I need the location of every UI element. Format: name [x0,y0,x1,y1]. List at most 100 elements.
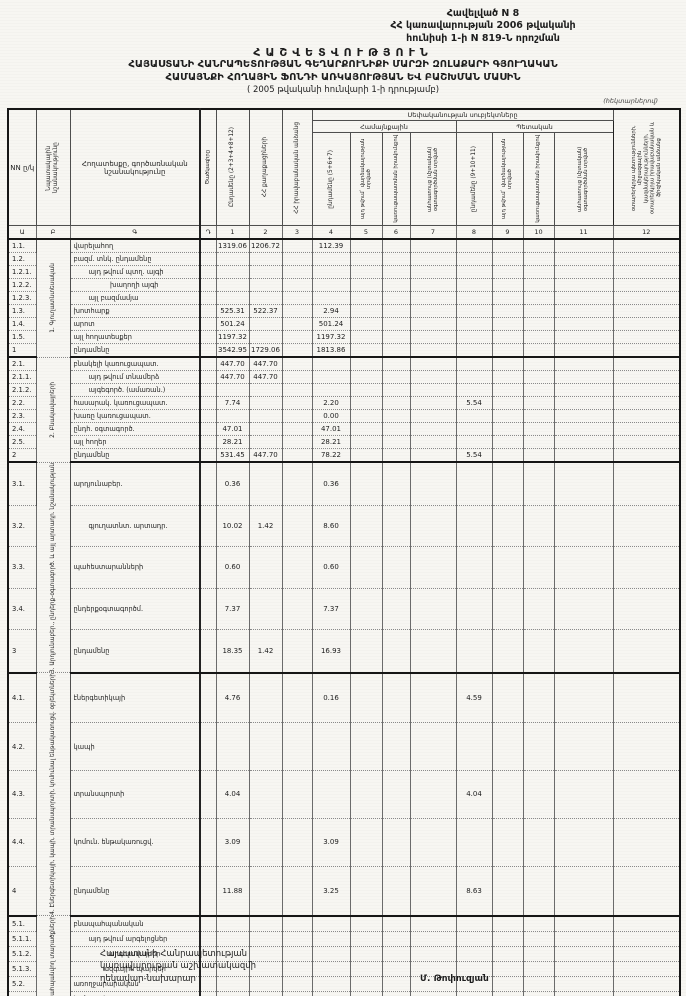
value-cell [311,990,351,996]
table-row: 5.1. 5. Հատուկ պահպանվող տարածքների բնապահ… [7,915,681,996]
code-cell [199,291,217,305]
row-number: 1.5. [7,330,37,344]
value-cell [491,629,524,674]
col-header-comm-leased: այդ թվում` վարձակալության տրված [349,132,383,226]
value-cell [491,990,524,996]
column-number: 3 [281,225,313,240]
value-cell [409,865,457,917]
land-type-label: այգեգործ. (ամառան.) [69,383,201,397]
value-cell: 16.93 [311,629,351,674]
land-type-label: այլ հողատեսքեր [69,330,201,344]
value-cell [381,817,411,867]
value-cell [409,769,457,819]
value-cell [455,915,493,932]
value-cell [553,587,614,631]
value-cell: 501.24 [215,317,250,331]
value-cell [311,265,351,279]
code-cell [199,990,217,996]
value-cell [281,396,313,410]
value-cell [553,330,614,344]
value-cell [248,930,283,947]
footer-line1: Հայաստանի Հանրապետության [100,949,248,959]
value-cell [522,278,555,292]
table-row: 1 ընդամենը 3542.95 1729.06 1813.86 [7,343,681,358]
column-number: 9 [491,225,524,240]
value-cell [522,990,555,996]
row-number: 2.3. [7,409,37,423]
table-row: 3 ընդամենը 18.35 1.42 16.93 [7,629,681,674]
value-cell [281,370,313,384]
value-cell [349,422,383,436]
value-cell [491,448,524,463]
value-cell [522,291,555,305]
value-cell [281,238,313,253]
value-cell [349,722,383,771]
value-cell [491,396,524,410]
value-cell [281,672,313,724]
value-cell [522,975,555,992]
value-cell [248,383,283,397]
land-type-label: խառը կառուցապատ. [69,409,201,423]
column-number: 4 [311,225,351,240]
value-cell [215,990,250,996]
value-cell: 3.09 [215,817,250,867]
value-cell [522,945,555,962]
table-row: 2.1. 2. Բնակավայրերի բնակելի կառուցապատ. 44… [7,356,681,463]
value-cell [281,317,313,331]
value-cell [248,672,283,724]
value-cell [455,252,493,266]
value-cell [349,990,383,996]
header-row-2: Համայնքային Պետական [8,120,680,133]
row-number: 3.4. [7,587,37,631]
value-cell [281,435,313,449]
appendix-line3: հունիսի 1-ի N 819-Ն որոշման [406,32,560,44]
value-cell [349,435,383,449]
value-cell [409,990,457,996]
value-cell [491,304,524,318]
row-number: 2.1.2. [7,383,37,397]
column-number: Գ [69,225,201,240]
value-cell [455,409,493,423]
value-cell: 10.02 [215,504,250,548]
value-cell [381,672,411,724]
code-cell [199,304,217,318]
table-row: 1.2.2. խաղողի այգի [7,278,681,292]
value-cell [491,278,524,292]
value-cell [248,435,283,449]
value-cell [248,769,283,819]
value-cell [612,930,681,947]
report-subtitle-2: ՀԱՄԱՅՆՔԻ ՀՈՂԱՅԻՆ ՖՈՆԴԻ ԱՌԿԱՅՈՒԹՅԱՆ ԵՎ ԲԱ… [165,71,521,83]
row-number: 4.2. [7,722,37,771]
code-cell [199,343,217,358]
value-cell: 1.42 [248,504,283,548]
report-title: ՀԱՇՎԵՏՎՈՒԹՅՈՒՆ [253,46,433,59]
code-cell [199,504,217,548]
value-cell [491,960,524,977]
value-cell: 447.70 [248,448,283,463]
value-cell [612,817,681,867]
value-cell [553,990,614,996]
table-row: 3.3. պահեստարանների 0.60 0.60 [7,546,681,589]
value-cell [522,383,555,397]
value-cell [381,990,411,996]
value-cell [612,546,681,589]
value-cell [311,278,351,292]
value-cell [491,915,524,932]
value-cell [381,343,411,358]
value-cell [455,278,493,292]
value-cell [281,291,313,305]
value-cell [248,396,283,410]
value-cell [311,291,351,305]
value-cell [553,252,614,266]
value-cell [381,330,411,344]
value-cell [491,504,524,548]
value-cell [248,265,283,279]
value-cell [612,629,681,674]
value-cell [281,817,313,867]
value-cell [612,769,681,819]
value-cell [409,461,457,506]
table-row: 1.2.1. այդ թվում պտղ. այգի [7,265,681,279]
value-cell: 3.25 [311,865,351,917]
table-row: 1.1. 1. Գյուղատնտեսական վարելահող 1319.06 12… [7,238,681,358]
value-cell [381,865,411,917]
